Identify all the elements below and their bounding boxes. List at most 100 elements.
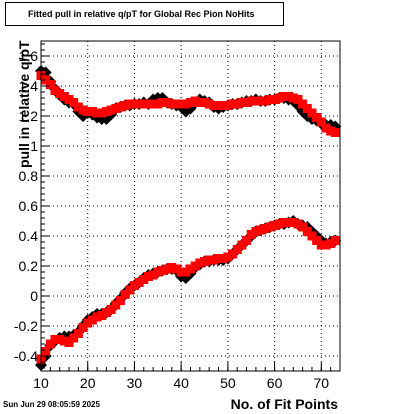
data-point bbox=[223, 101, 233, 110]
data-point bbox=[242, 236, 252, 245]
data-point bbox=[284, 92, 294, 101]
data-point bbox=[218, 101, 228, 110]
data-point bbox=[73, 102, 83, 112]
data-point bbox=[270, 221, 280, 230]
data-point bbox=[92, 108, 102, 118]
data-point bbox=[111, 300, 121, 310]
data-point bbox=[302, 227, 312, 236]
data-point bbox=[101, 107, 111, 116]
data-point bbox=[171, 99, 181, 109]
data-point bbox=[265, 95, 275, 104]
data-point bbox=[125, 99, 135, 109]
data-point bbox=[45, 339, 55, 349]
data-point bbox=[279, 218, 289, 227]
data-point bbox=[106, 305, 116, 314]
data-point bbox=[209, 101, 219, 110]
data-point bbox=[115, 296, 125, 305]
data-point bbox=[129, 281, 139, 290]
data-point bbox=[200, 257, 210, 266]
data-point bbox=[153, 267, 163, 277]
data-point bbox=[87, 315, 97, 325]
y-tick-label: 1.6 bbox=[19, 48, 39, 64]
x-tick-label: 70 bbox=[314, 375, 330, 391]
data-point bbox=[316, 117, 326, 127]
data-point bbox=[45, 80, 55, 89]
data-point bbox=[293, 219, 303, 229]
data-point bbox=[209, 255, 219, 265]
data-point bbox=[321, 123, 331, 133]
y-axis-label: pull in relative q/pT bbox=[16, 40, 32, 168]
date-stamp: Sun Jun 29 08:05:59 2025 bbox=[3, 400, 100, 409]
data-point bbox=[237, 240, 247, 250]
series-3 bbox=[36, 218, 340, 364]
data-point bbox=[190, 261, 200, 271]
y-tick-label: 1 bbox=[30, 138, 38, 154]
data-point bbox=[64, 338, 74, 347]
data-point bbox=[204, 255, 214, 265]
data-point bbox=[111, 104, 121, 113]
data-point bbox=[59, 92, 69, 101]
series-1 bbox=[36, 71, 340, 137]
x-tick-label: 30 bbox=[127, 375, 143, 391]
data-point bbox=[214, 101, 224, 110]
data-point bbox=[251, 227, 261, 236]
data-point bbox=[298, 222, 308, 232]
data-point bbox=[78, 105, 88, 115]
data-point bbox=[186, 264, 195, 274]
data-point bbox=[237, 98, 247, 107]
data-point bbox=[256, 96, 266, 106]
y-tick-label: -0.4 bbox=[14, 348, 38, 364]
data-point bbox=[246, 230, 256, 239]
data-point bbox=[260, 96, 270, 106]
data-point bbox=[246, 96, 256, 106]
data-point bbox=[204, 99, 214, 109]
data-point bbox=[260, 224, 270, 233]
data-point bbox=[139, 99, 149, 109]
data-point bbox=[176, 267, 186, 277]
data-point bbox=[228, 99, 238, 109]
data-point bbox=[274, 219, 284, 229]
y-tick-label: 1.4 bbox=[19, 78, 39, 94]
data-point bbox=[153, 99, 163, 109]
data-point bbox=[78, 323, 88, 332]
data-point bbox=[143, 272, 153, 281]
data-point bbox=[69, 98, 79, 107]
x-tick-label: 10 bbox=[33, 375, 49, 391]
data-point bbox=[87, 107, 97, 116]
y-tick-label: 0 bbox=[30, 288, 38, 304]
data-point bbox=[176, 99, 186, 109]
x-tick-label: 40 bbox=[173, 375, 189, 391]
data-point bbox=[83, 107, 93, 116]
data-point bbox=[148, 99, 158, 109]
data-point bbox=[106, 105, 116, 115]
data-point bbox=[270, 95, 280, 104]
data-point bbox=[171, 264, 181, 274]
data-point bbox=[120, 101, 130, 110]
data-point bbox=[312, 113, 322, 122]
x-tick-label: 60 bbox=[267, 375, 283, 391]
data-point bbox=[162, 98, 172, 107]
data-point bbox=[83, 318, 93, 328]
y-tick-label: 0.4 bbox=[19, 228, 39, 244]
data-point bbox=[181, 267, 191, 277]
data-point bbox=[97, 311, 107, 320]
x-tick-label: 50 bbox=[220, 375, 236, 391]
data-point bbox=[321, 240, 331, 250]
data-point bbox=[288, 93, 298, 103]
data-point bbox=[316, 240, 326, 250]
data-point bbox=[64, 95, 74, 104]
data-point bbox=[55, 89, 65, 98]
data-point bbox=[41, 347, 51, 356]
data-point bbox=[50, 335, 60, 344]
data-point bbox=[298, 99, 308, 109]
data-point bbox=[251, 96, 261, 106]
data-point bbox=[120, 290, 130, 299]
data-point bbox=[302, 104, 312, 113]
data-point bbox=[167, 263, 177, 272]
data-point bbox=[218, 254, 228, 263]
data-series bbox=[35, 65, 342, 371]
data-point bbox=[125, 285, 135, 295]
data-point bbox=[148, 270, 158, 280]
y-tick-label: 0.8 bbox=[19, 168, 39, 184]
x-tick-label: 20 bbox=[80, 375, 96, 391]
